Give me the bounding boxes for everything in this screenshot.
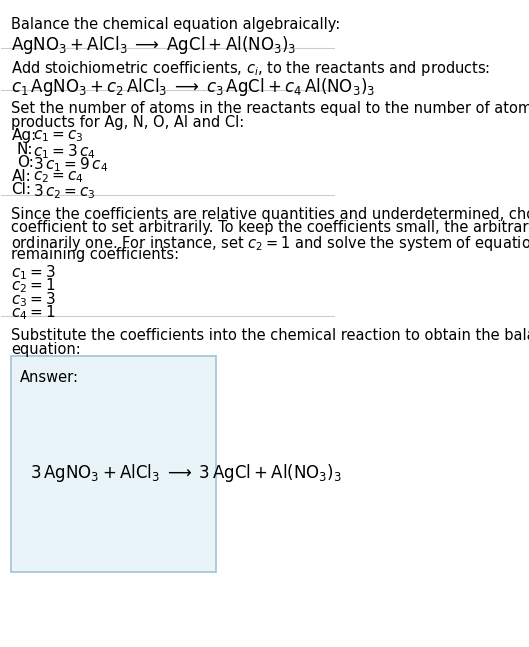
Text: $c_2 = c_4$: $c_2 = c_4$ [33,169,84,184]
Text: products for Ag, N, O, Al and Cl:: products for Ag, N, O, Al and Cl: [12,115,244,130]
Text: Since the coefficients are relative quantities and underdetermined, choose a: Since the coefficients are relative quan… [12,207,529,222]
Text: $c_1 = 3\,c_4$: $c_1 = 3\,c_4$ [33,142,96,160]
FancyBboxPatch shape [12,356,216,571]
Text: $\mathrm{AgNO_3 + AlCl_3 \;\longrightarrow\; AgCl + Al(NO_3)_3}$: $\mathrm{AgNO_3 + AlCl_3 \;\longrightarr… [12,34,297,56]
Text: O:: O: [17,155,34,170]
Text: $c_1 = c_3$: $c_1 = c_3$ [33,128,84,144]
Text: Substitute the coefficients into the chemical reaction to obtain the balanced: Substitute the coefficients into the che… [12,328,529,343]
Text: N:: N: [17,142,33,157]
Text: Ag:: Ag: [12,128,37,143]
Text: equation:: equation: [12,342,81,356]
Text: Set the number of atoms in the reactants equal to the number of atoms in the: Set the number of atoms in the reactants… [12,101,529,116]
Text: $3\,c_2 = c_3$: $3\,c_2 = c_3$ [33,182,96,201]
Text: $c_1 = 3$: $c_1 = 3$ [12,263,56,281]
Text: Answer:: Answer: [20,370,79,385]
Text: Add stoichiometric coefficients, $c_i$, to the reactants and products:: Add stoichiometric coefficients, $c_i$, … [12,60,490,78]
Text: coefficient to set arbitrarily. To keep the coefficients small, the arbitrary va: coefficient to set arbitrarily. To keep … [12,221,529,236]
Text: Al:: Al: [12,169,31,184]
Text: Balance the chemical equation algebraically:: Balance the chemical equation algebraica… [12,17,341,32]
Text: $c_3 = 3$: $c_3 = 3$ [12,290,56,309]
Text: ordinarily one. For instance, set $c_2 = 1$ and solve the system of equations fo: ordinarily one. For instance, set $c_2 =… [12,234,529,253]
Text: $3\,c_1 = 9\,c_4$: $3\,c_1 = 9\,c_4$ [33,155,108,174]
Text: remaining coefficients:: remaining coefficients: [12,248,179,263]
Text: $c_4 = 1$: $c_4 = 1$ [12,303,56,322]
Text: $c_2 = 1$: $c_2 = 1$ [12,276,56,295]
Text: $c_1\,\mathrm{AgNO_3} + c_2\,\mathrm{AlCl_3} \;\longrightarrow\; c_3\,\mathrm{Ag: $c_1\,\mathrm{AgNO_3} + c_2\,\mathrm{AlC… [12,76,376,98]
Text: Cl:: Cl: [12,182,31,197]
Text: $3\,\mathrm{AgNO_3} + \mathrm{AlCl_3} \;\longrightarrow\; 3\,\mathrm{AgCl} + \ma: $3\,\mathrm{AgNO_3} + \mathrm{AlCl_3} \;… [30,462,342,484]
